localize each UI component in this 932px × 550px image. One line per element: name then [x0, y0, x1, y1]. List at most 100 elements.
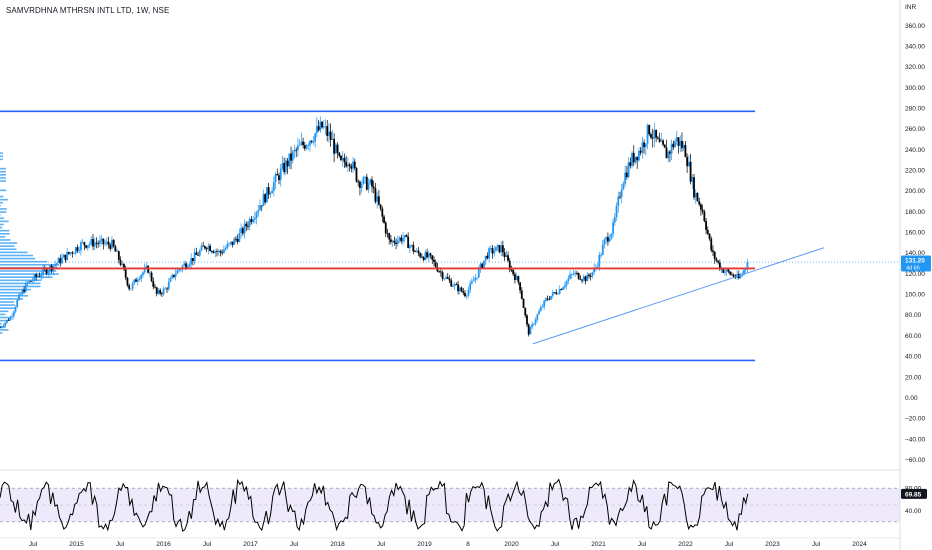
candle-body [631, 152, 633, 166]
volume-profile-bar [0, 251, 28, 254]
price-tick-label: −40.00 [905, 436, 925, 443]
candle-body [662, 140, 664, 145]
candle-body [315, 126, 318, 134]
candle-body [586, 274, 589, 282]
candle-body [21, 289, 24, 295]
candle-body [212, 251, 215, 253]
time-tick-label: 2017 [243, 541, 258, 548]
time-tick-label: 2022 [678, 541, 693, 548]
candle-body [431, 255, 434, 260]
candle-body [724, 271, 726, 273]
candle-body [284, 160, 287, 173]
candle-body [655, 129, 658, 138]
candle-body [198, 250, 201, 256]
candle-body [133, 279, 136, 284]
candle-body [729, 271, 732, 275]
price-tick-label: 160.00 [905, 230, 925, 237]
candle-body [359, 181, 361, 188]
candle-body [593, 267, 596, 273]
candle-body [80, 242, 82, 251]
candle-body [422, 257, 425, 260]
candle-body [243, 223, 246, 234]
candle-body [2, 325, 5, 327]
candle-body [658, 138, 661, 142]
trendline [532, 247, 825, 345]
candle-body [731, 274, 733, 276]
price-tick-label: 200.00 [905, 188, 925, 195]
candle-body [310, 140, 313, 142]
candle-body [303, 145, 306, 149]
candle-body [338, 152, 341, 156]
time-tick-label: 2019 [417, 541, 432, 548]
price-tick-label: 20.00 [905, 374, 922, 381]
volume-profile-bar [0, 298, 24, 300]
candle-body [33, 274, 36, 281]
candle-body [350, 166, 353, 169]
volume-profile-bar [0, 248, 17, 251]
candle-body [319, 121, 322, 131]
candle-body [558, 288, 561, 294]
candle-body [681, 140, 683, 149]
candle-body [154, 286, 156, 288]
candle-body [131, 283, 134, 289]
candle-body [5, 319, 8, 323]
candle-body [104, 243, 106, 245]
candle-body [498, 245, 501, 253]
candle-body [312, 141, 315, 143]
candle-body [470, 281, 473, 284]
candle-body [675, 137, 678, 142]
candle-body [582, 276, 585, 281]
candle-body [83, 242, 86, 246]
candle-body [169, 278, 172, 282]
time-tick-label: Jul [725, 541, 734, 548]
price-tick-label: 240.00 [905, 147, 925, 154]
candle-body [278, 175, 280, 181]
candle-body [536, 314, 539, 320]
candle-body [484, 255, 487, 261]
volume-profile-bar [0, 276, 53, 278]
candle-body [400, 237, 403, 242]
volume-profile-bar [0, 332, 3, 334]
candle-body [86, 245, 89, 248]
volume-profile-bar [0, 174, 6, 176]
candle-body [672, 143, 675, 148]
candle-body [424, 252, 427, 260]
candle-body [567, 278, 570, 282]
candle-body [302, 141, 304, 146]
chart-title: SAMVRDHNA MTHRSN INTL LTD, 1W, NSE [6, 6, 170, 15]
candle-body [355, 168, 358, 182]
volume-profile-bar [0, 180, 6, 182]
candle-body [352, 161, 354, 169]
candle-body [670, 143, 673, 154]
candle-body [674, 141, 676, 148]
candle-body [204, 246, 206, 249]
candle-body [708, 233, 711, 239]
candle-body [746, 262, 749, 269]
candle-body [253, 217, 256, 220]
volume-profile-bar [0, 285, 41, 288]
candle-body [69, 252, 72, 254]
volume-profile-bar [0, 155, 3, 158]
volume-profile-bar [0, 304, 15, 306]
candle-body [71, 252, 74, 254]
candle-body [9, 317, 12, 321]
candle-body [555, 292, 558, 294]
candle-body [279, 168, 282, 181]
candle-body [669, 151, 671, 154]
candle-body [407, 236, 410, 249]
candle-body [61, 257, 63, 264]
candle-body [403, 235, 406, 238]
candle-body [462, 291, 465, 293]
candle-body [600, 254, 602, 256]
candle-body [589, 276, 592, 277]
candle-body [656, 137, 659, 139]
candle-body [715, 258, 718, 261]
candle-body [148, 272, 151, 274]
candle-body [622, 183, 625, 190]
candle-body [743, 269, 745, 274]
candle-body [209, 245, 212, 252]
candle-body [512, 269, 515, 275]
candle-body [408, 245, 411, 249]
candle-body [159, 290, 162, 294]
